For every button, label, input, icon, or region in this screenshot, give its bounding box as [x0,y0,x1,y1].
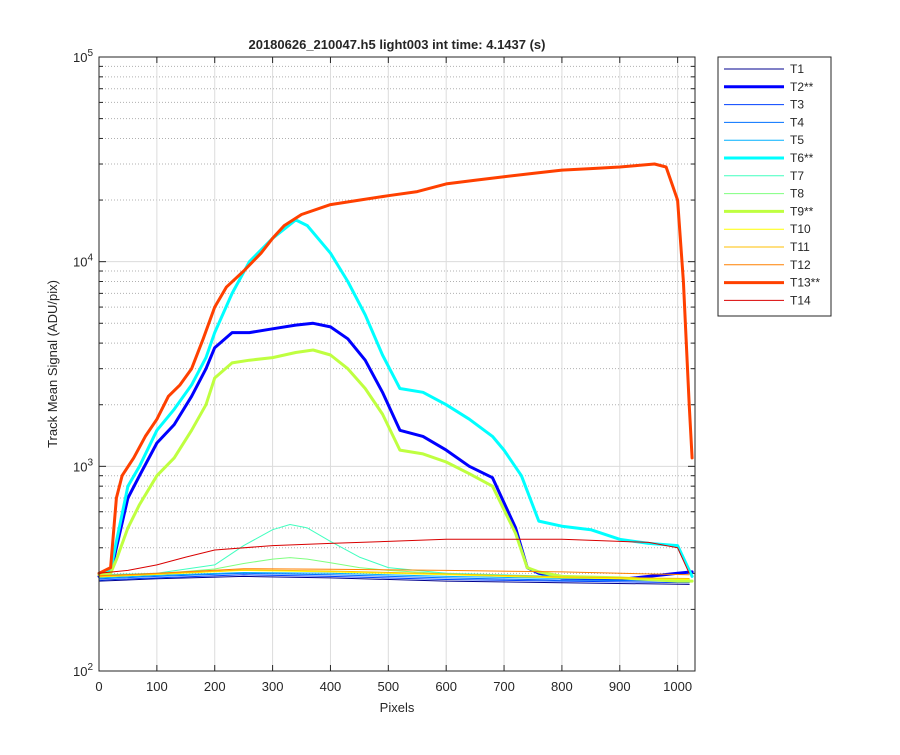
series-line-t11 [98,569,690,579]
series-line-t3 [98,574,690,584]
series-line-t10 [98,569,690,580]
minor-gridlines [99,65,695,610]
legend-label: T2** [790,80,814,94]
series-line-t13 [97,162,694,575]
series-line-t4 [98,572,690,582]
x-tick-label: 200 [204,679,226,694]
legend-label: T12 [790,258,811,272]
legend-label: T10 [790,222,811,236]
x-axis-label: Pixels [380,700,415,715]
y-axis-ticks: 102 103 104 105 [73,48,695,679]
y-axis-label: Track Mean Signal (ADU/pix) [45,280,60,448]
x-axis-ticks: 0 100 200 300 400 500 600 700 800 900 1000 [95,57,692,694]
x-tick-label: 1000 [663,679,692,694]
x-tick-label: 800 [551,679,573,694]
legend-label: T4 [790,115,804,129]
y-tick-label: 102 [73,662,93,679]
legend-box [717,56,832,317]
x-tick-label: 700 [493,679,515,694]
series-line-t1 [98,575,690,585]
legend-label: T13** [790,276,820,290]
legend-label: T7 [790,169,804,183]
x-tick-label: 400 [320,679,342,694]
y-tick-label: 103 [73,457,93,474]
legend-label: T8 [790,187,804,201]
legend-label: T5 [790,133,804,147]
series-layer [97,162,694,585]
x-tick-label: 100 [146,679,168,694]
series-line-t6 [97,218,694,578]
y-tick-label: 104 [73,253,93,270]
series-line-t14 [98,538,690,574]
series-line-t12 [98,568,690,577]
series-line-t5 [98,572,690,580]
legend-label: T14 [790,293,811,307]
x-tick-label: 500 [377,679,399,694]
legend-label: T9** [790,204,814,218]
series-line-t7 [98,524,690,580]
x-tick-label: 0 [95,679,102,694]
legend-label: T3 [790,98,804,112]
plot-area-border [98,56,696,672]
legend-label: T1 [790,62,804,76]
legend: T1 T2** T3 T4 T5 T6** T7 T8 T9** T10 T11 T12 T13** T1… [717,56,832,317]
series-line-t9 [97,348,694,583]
y-tick-label: 105 [73,48,93,65]
chart-title: 20180626_210047.h5 light003 int time: 4.… [248,37,545,52]
legend-label: T11 [790,240,810,254]
legend-label: T6** [790,151,814,165]
x-tick-label: 900 [609,679,631,694]
x-tick-label: 300 [262,679,284,694]
x-tick-label: 600 [435,679,457,694]
